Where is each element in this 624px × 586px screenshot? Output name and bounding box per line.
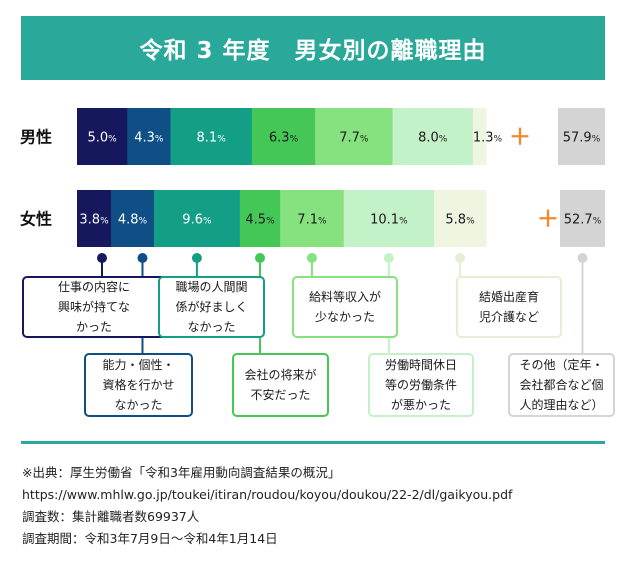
callout-dot (255, 253, 266, 263)
data-label: 4.3% (134, 131, 164, 146)
unit-label: % (466, 217, 475, 227)
divider (21, 441, 605, 444)
unit-label: % (360, 135, 369, 145)
source-citation: ※出典：厚生労働省「令和3年雇用動向調査結果の概況」 (22, 465, 341, 480)
callout-ability: 能力・個性・ 資格を行かせ なかった (84, 353, 193, 417)
stacked-bar-chart: 男性 5.0% 4.3% 8.1% 6.3% 7.7% 8.0% 1.3% 57.9% ＋ 女性 3.… (20, 108, 605, 353)
bar-segment (251, 108, 316, 165)
callout-conditions: 労働時間休日 等の労働条件 が悪かった (368, 353, 474, 417)
bar-segment (434, 190, 487, 247)
plus-icon: ＋ (509, 126, 531, 151)
callout-dot (97, 253, 108, 263)
data-label: 9.6% (182, 213, 212, 228)
data-label: 6.3% (269, 131, 299, 146)
unit-label: % (155, 135, 164, 145)
chart-title: 令和 3 年度 男女別の離職理由 (21, 16, 605, 80)
callout-relations: 職場の人間関 係が好ましく なかった (158, 276, 265, 338)
data-label: 5.0% (87, 131, 117, 146)
unit-label: % (592, 135, 601, 145)
data-label: 52.7% (564, 213, 602, 228)
unit-label: % (266, 217, 275, 227)
data-label: 57.9% (563, 131, 601, 146)
bar-segment (127, 108, 171, 165)
data-label: 4.8% (118, 213, 148, 228)
callout-text: 労働時間休日 等の労働条件 が悪かった (384, 358, 457, 412)
bar-segment (315, 108, 394, 165)
bar-segment (239, 190, 281, 247)
callout-other: その他（定年・ 会社都合など個 人的理由など） (508, 353, 615, 417)
source-url[interactable]: https://www.mhlw.go.jp/toukei/itiran/rou… (22, 487, 513, 502)
unit-label: % (108, 135, 117, 145)
callout-dot (455, 253, 466, 263)
unit-label: % (439, 135, 448, 145)
data-label: 3.8% (79, 213, 109, 228)
data-label: 7.7% (339, 131, 369, 146)
callout-dot (383, 253, 394, 263)
callout-text: 職場の人間関 係が好ましく なかった (175, 280, 248, 334)
bar-segment (558, 108, 605, 165)
unit-label: % (318, 217, 327, 227)
plus-icon: ＋ (537, 208, 559, 233)
data-label: 10.1% (370, 213, 408, 228)
unit-label: % (139, 217, 148, 227)
callout-dot (306, 253, 317, 263)
callout-dot (577, 253, 588, 263)
bar-segment (560, 190, 605, 247)
callout-future: 会社の将来が 不安だった (232, 353, 329, 417)
bar-segment (153, 190, 241, 247)
data-label: 4.5% (245, 213, 275, 228)
callout-text: 給料等収入が 少なかった (308, 290, 381, 324)
row-label-male: 男性 (20, 128, 52, 147)
data-label: 5.8% (445, 213, 475, 228)
survey-count: 調査数：集計離職者数69937人 (22, 509, 200, 524)
unit-label: % (494, 135, 503, 145)
unit-label: % (290, 135, 299, 145)
data-label: 8.1% (197, 131, 227, 146)
callout-interest: 仕事の内容に 興味が持てな かった (22, 276, 166, 338)
data-label: 8.0% (418, 131, 448, 146)
unit-label: % (203, 217, 212, 227)
bar-segment (77, 190, 112, 247)
bar-segment (170, 108, 253, 165)
callout-dot (137, 253, 148, 263)
callout-text: 結婚出産育 児介護など (478, 290, 539, 324)
bar-segment (77, 108, 128, 165)
unit-label: % (100, 217, 109, 227)
bar-segment (472, 108, 487, 165)
source-notes: ※出典：厚生労働省「令和3年雇用動向調査結果の概況」 https://www.m… (22, 462, 622, 550)
data-label: 1.3% (473, 131, 503, 146)
bar-segment (392, 108, 474, 165)
bar-segment (343, 190, 435, 247)
bar-segment (111, 190, 155, 247)
data-label: 7.1% (297, 213, 327, 228)
callout-marriage: 結婚出産育 児介護など (456, 276, 562, 338)
survey-period: 調査期間：令和3年7月9日～令和4年1月14日 (22, 531, 278, 546)
row-label-female: 女性 (20, 210, 52, 229)
callout-dot (191, 253, 202, 263)
bar-segment (280, 190, 345, 247)
callout-text: 能力・個性・ 資格を行かせ なかった (102, 358, 175, 412)
callout-text: 会社の将来が 不安だった (244, 368, 317, 402)
callout-text: その他（定年・ 会社都合など個 人的理由など） (519, 358, 604, 412)
callout-text: 仕事の内容に 興味が持てな かった (57, 280, 130, 334)
unit-label: % (399, 217, 408, 227)
callout-salary: 給料等収入が 少なかった (292, 276, 398, 338)
unit-label: % (593, 217, 602, 227)
unit-label: % (217, 135, 226, 145)
